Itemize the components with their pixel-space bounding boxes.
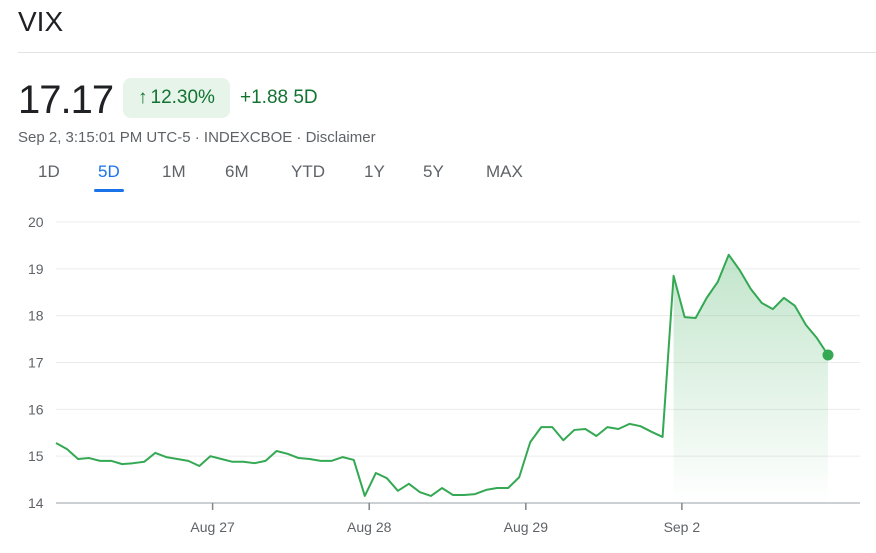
x-tick-label: Aug 28 [347, 519, 392, 535]
tab-1y[interactable]: 1Y [364, 162, 385, 181]
change-percent-badge: ↑ 12.30% [123, 78, 230, 118]
x-tick-label: Aug 29 [504, 519, 549, 535]
y-tick-label: 20 [28, 214, 44, 230]
change-percent: 12.30% [150, 87, 215, 108]
y-tick-label: 18 [28, 308, 44, 324]
tab-6m[interactable]: 6M [225, 162, 249, 181]
change-period: 5D [293, 87, 318, 108]
tab-1m[interactable]: 1M [162, 162, 186, 181]
quote-meta[interactable]: Sep 2, 3:15:01 PM UTC-5 · INDEXCBOE · Di… [18, 129, 376, 146]
x-tick-label: Sep 2 [664, 519, 701, 535]
y-tick-label: 17 [28, 355, 44, 371]
series-line [55, 253, 829, 497]
tab-5y[interactable]: 5Y [423, 162, 444, 181]
last-point-marker [822, 349, 834, 361]
area-fill [673, 254, 828, 503]
current-price: 17.17 [18, 78, 114, 122]
change-absolute: +1.88 5D [240, 87, 318, 109]
x-tick-label: Aug 27 [190, 519, 235, 535]
arrow-up-icon: ↑ [138, 87, 148, 108]
tab-ytd[interactable]: YTD [291, 162, 325, 181]
tab-1d[interactable]: 1D [38, 162, 60, 181]
y-tick-label: 15 [28, 448, 44, 464]
divider [18, 52, 876, 53]
tab-max[interactable]: MAX [486, 162, 523, 181]
tab-5d[interactable]: 5D [94, 162, 124, 192]
y-tick-label: 16 [28, 401, 44, 417]
change-value: +1.88 [240, 87, 289, 108]
page-title: VIX [18, 6, 64, 37]
y-tick-label: 19 [28, 261, 44, 277]
y-tick-label: 14 [28, 495, 44, 511]
